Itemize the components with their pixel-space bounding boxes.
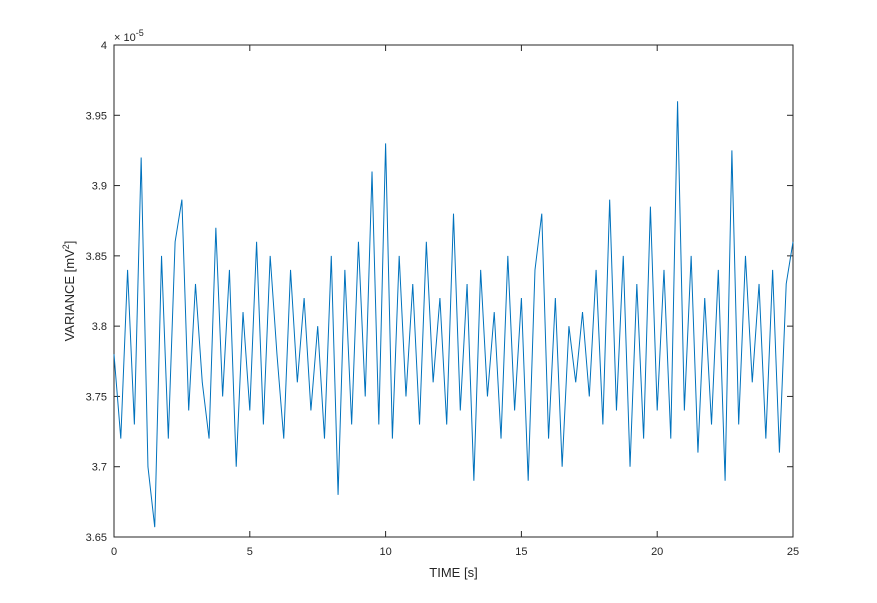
x-tick-label: 15 bbox=[515, 546, 527, 558]
y-tick-label: 3.75 bbox=[86, 391, 107, 403]
data-line bbox=[113, 101, 794, 528]
x-tick-label: 20 bbox=[651, 546, 663, 558]
y-label-end: ] bbox=[62, 241, 77, 245]
y-exponent-base: × 10 bbox=[114, 32, 136, 44]
y-tick-label: 3.85 bbox=[86, 251, 107, 263]
y-tick-label: 3.7 bbox=[92, 462, 107, 474]
y-exponent-power: -5 bbox=[136, 28, 144, 38]
x-axis-label: TIME [s] bbox=[429, 565, 477, 580]
x-tick-label: 0 bbox=[111, 546, 117, 558]
y-tick-label: 3.65 bbox=[86, 532, 107, 544]
y-label-sup: 2 bbox=[61, 244, 71, 249]
x-tick-label: 5 bbox=[247, 546, 253, 558]
y-tick-label: 3.95 bbox=[86, 110, 107, 122]
y-tick-label: 4 bbox=[101, 40, 107, 52]
plot-area bbox=[113, 44, 794, 538]
y-axis-label: VARIANCE [mV2] bbox=[61, 241, 77, 342]
y-tick-label: 3.9 bbox=[92, 181, 107, 193]
y-exponent: × 10-5 bbox=[114, 28, 144, 44]
x-tick-label: 25 bbox=[787, 546, 799, 558]
y-tick-label: 3.8 bbox=[92, 321, 107, 333]
x-tick-label: 10 bbox=[379, 546, 391, 558]
y-label-main: VARIANCE [mV bbox=[62, 249, 77, 342]
